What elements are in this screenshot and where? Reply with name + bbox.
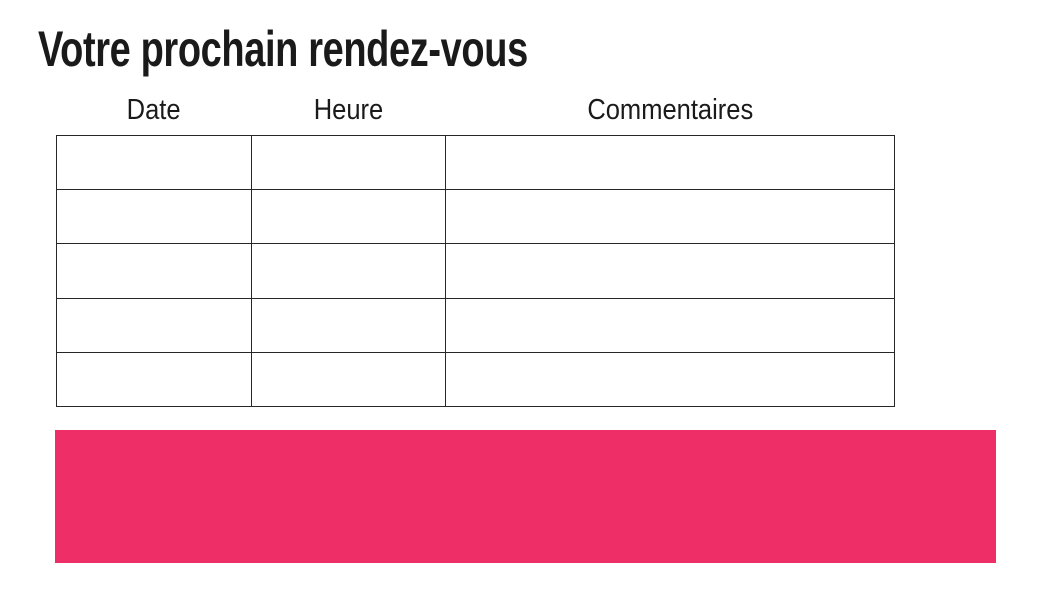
table-cell [445, 351, 895, 408]
table-cell [251, 134, 446, 191]
table-header-row: Date Heure Commentaires [56, 93, 895, 125]
accent-banner [55, 430, 996, 563]
table-cell [445, 243, 895, 299]
table-row [56, 297, 895, 353]
table-cell [445, 297, 895, 353]
table-row [56, 134, 895, 191]
column-header-heure: Heure [251, 93, 445, 126]
table-row [56, 189, 895, 245]
appointments-table-body [56, 134, 895, 408]
column-header-heure-label: Heure [313, 93, 383, 126]
table-cell [251, 297, 446, 353]
table-cell [56, 351, 252, 408]
table-cell [251, 351, 446, 408]
table-cell [56, 189, 252, 245]
table-cell [251, 189, 446, 245]
table-cell [56, 134, 252, 191]
appointments-table [56, 134, 895, 408]
table-cell [445, 189, 895, 245]
column-header-commentaires-label: Commentaires [587, 93, 753, 126]
table-row [56, 351, 895, 408]
table-cell [56, 297, 252, 353]
table-cell [251, 243, 446, 299]
table-row [56, 243, 895, 299]
column-header-date-label: Date [126, 93, 181, 126]
column-header-commentaires: Commentaires [445, 93, 895, 126]
table-cell [56, 243, 252, 299]
column-header-date: Date [56, 93, 251, 126]
table-cell [445, 134, 895, 191]
page-title: Votre prochain rendez-vous [38, 21, 528, 77]
